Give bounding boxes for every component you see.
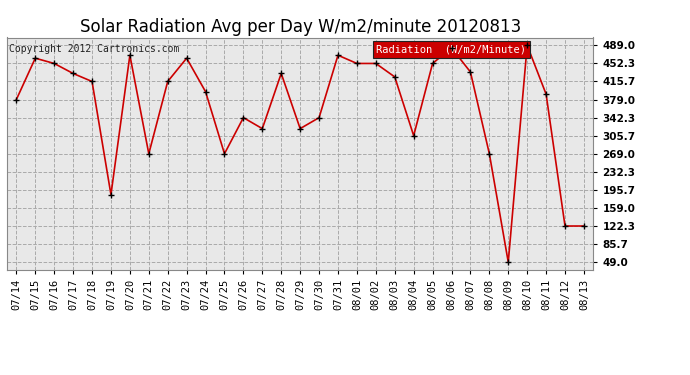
Text: Radiation  (W/m2/Minute): Radiation (W/m2/Minute) [377, 45, 526, 54]
Text: Copyright 2012 Cartronics.com: Copyright 2012 Cartronics.com [9, 45, 179, 54]
Title: Solar Radiation Avg per Day W/m2/minute 20120813: Solar Radiation Avg per Day W/m2/minute … [79, 18, 521, 36]
